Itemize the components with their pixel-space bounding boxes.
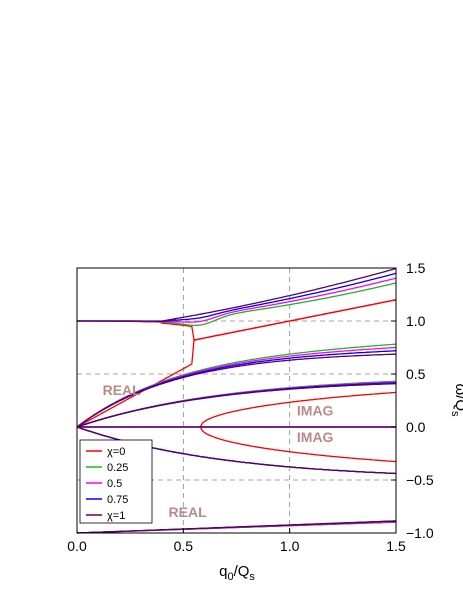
plot-border <box>76 267 397 534</box>
region-label: REAL <box>103 382 142 398</box>
y-axis-title: ω/Qs <box>449 383 463 417</box>
y-tick-label: −1.0 <box>406 525 434 541</box>
series-line <box>77 272 397 323</box>
legend: χ=0 0.25 0.5 0.75 χ=1 <box>79 439 153 524</box>
x-tick-label: 0.0 <box>67 538 87 554</box>
series-line <box>77 277 397 323</box>
series-line <box>76 299 397 428</box>
region-label: REAL <box>169 504 208 520</box>
series-layer <box>76 267 397 534</box>
legend-label: 0.75 <box>107 494 128 506</box>
legend-label: χ=0 <box>107 446 125 458</box>
plot-frame <box>76 267 397 534</box>
series-line <box>77 299 397 341</box>
series-line <box>76 383 396 428</box>
series-line <box>199 426 397 463</box>
x-tick-label: 0.5 <box>174 538 194 554</box>
x-tick-label: 1.0 <box>280 538 300 554</box>
series-line <box>199 391 397 428</box>
legend-label: 0.25 <box>107 462 128 474</box>
legend-label: χ=1 <box>107 510 125 522</box>
series-line <box>76 353 396 428</box>
y-tick-label: 1.5 <box>406 260 426 276</box>
region-label: IMAG <box>297 402 334 418</box>
y-tick-label: −0.5 <box>406 472 434 488</box>
annotation-layer: REAL IMAG IMAG REAL <box>103 382 334 520</box>
series-line <box>77 267 397 322</box>
x-tick-label: 1.5 <box>386 538 406 554</box>
series-line <box>76 520 397 534</box>
legend-label: 0.5 <box>107 478 122 490</box>
y-tick-label: 0.0 <box>406 419 426 435</box>
x-axis-title: q0/Qs <box>219 563 255 583</box>
y-tick-label: 1.0 <box>406 313 426 329</box>
region-label: IMAG <box>297 429 334 445</box>
tick-layer: 0.0 0.5 1.0 1.5 1.5 1.0 0.5 0.0 −0.5 −1.0 <box>67 260 434 554</box>
legend-box <box>79 439 153 524</box>
y-tick-label: 0.5 <box>406 366 426 382</box>
